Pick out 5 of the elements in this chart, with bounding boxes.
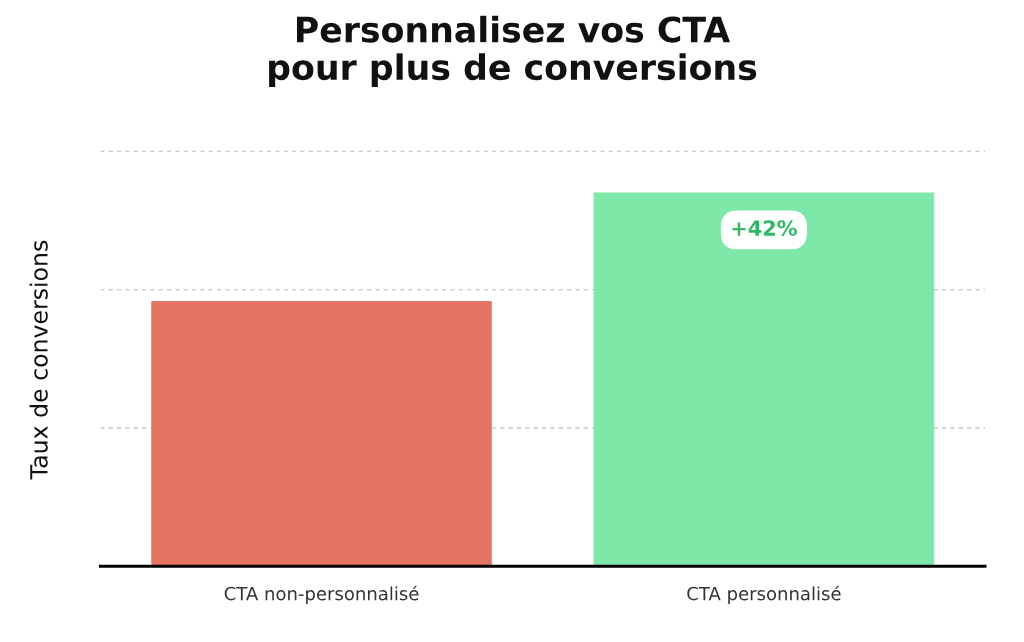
annotation: +42% xyxy=(732,220,797,236)
y-axis-title: Taux de conversions xyxy=(29,240,48,480)
x-tick-label: CTA non-personnalisé xyxy=(224,585,419,604)
x-tick-label: CTA personnalisé xyxy=(687,585,841,604)
chart-title: Personnalisez vos CTA pour plus de conversions xyxy=(269,15,757,87)
